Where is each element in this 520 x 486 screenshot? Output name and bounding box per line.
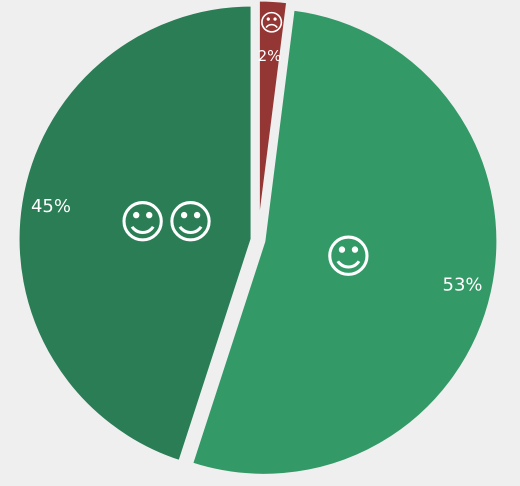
slice-category-label: ☹ (259, 9, 284, 37)
slice-category-label: ☺☺ (119, 195, 215, 249)
slice-value-label: 45% (31, 196, 71, 217)
pie-slice (16, 3, 254, 464)
pie-slice (256, 0, 290, 235)
slice-category-label: ☺ (324, 230, 372, 284)
slice-value-label: 53% (443, 275, 483, 296)
pie-slice (189, 7, 500, 477)
slice-value-label: 2% (258, 47, 282, 65)
